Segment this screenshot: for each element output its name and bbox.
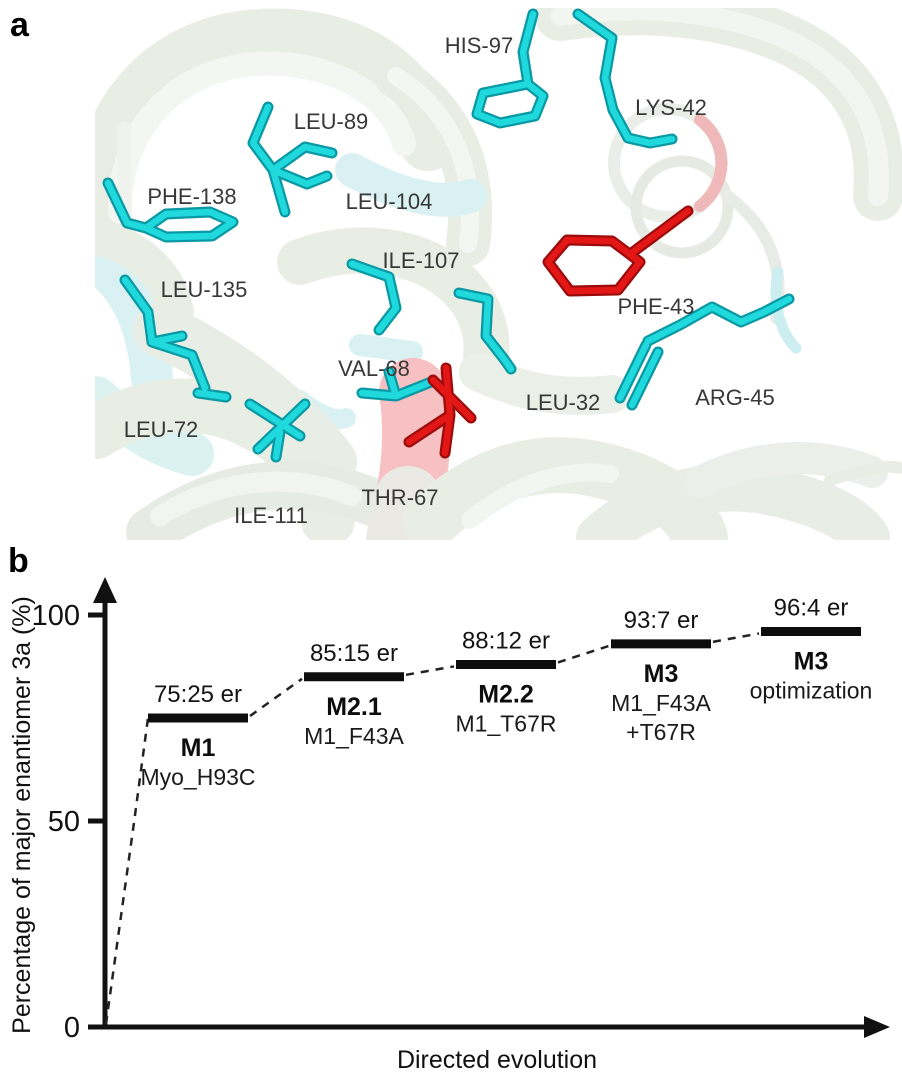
residue-label-lys42: LYS-42	[635, 95, 707, 120]
y-tick-label: 100	[32, 600, 80, 632]
residue-label-ile107: ILE-107	[382, 248, 459, 273]
panel-a-structure: HIS-97 LYS-42 LEU-89 PHE-138 LEU-104 ILE…	[95, 8, 902, 540]
residue-label-phe43: PHE-43	[617, 294, 694, 319]
y-axis-arrow-icon	[93, 577, 117, 603]
dashed-connector	[249, 677, 303, 718]
residue-labels: HIS-97 LYS-42 LEU-89 PHE-138 LEU-104 ILE…	[124, 33, 775, 528]
er-label: 93:7 er	[624, 607, 699, 634]
variant-label: M1_F43A	[611, 690, 711, 716]
er-label: 96:4 er	[774, 594, 849, 621]
residue-label-phe138: PHE-138	[147, 184, 236, 209]
residue-sticks-ile107	[352, 264, 396, 330]
residue-label-leu104: LEU-104	[346, 189, 433, 214]
dashed-connector	[405, 665, 455, 677]
x-axis-arrow-icon	[864, 1016, 890, 1038]
x-axis-title: Directed evolution	[397, 1046, 597, 1074]
variant-label: +T67R	[626, 719, 696, 745]
residue-label-arg45: ARG-45	[695, 385, 774, 410]
residue-label-val68: VAL-68	[338, 356, 410, 381]
step-name: M1	[181, 734, 216, 762]
variant-label: Myo_H93C	[140, 764, 255, 790]
residue-sticks-his97	[477, 14, 543, 123]
panel-a-tag: a	[10, 6, 29, 44]
dashed-rise	[104, 717, 150, 1025]
step-name: M2.1	[326, 693, 382, 721]
y-tick-label: 0	[64, 1012, 80, 1044]
y-tick-label: 50	[48, 806, 80, 838]
er-label: 75:25 er	[154, 681, 242, 708]
variant-label: M1_F43A	[304, 723, 404, 749]
dashed-connector	[557, 644, 610, 664]
dashed-connector	[712, 632, 760, 644]
residue-label-leu89: LEU-89	[294, 109, 369, 134]
er-label: 88:12 er	[462, 627, 550, 654]
residue-label-ile111: ILE-111	[234, 503, 308, 528]
y-axis-title: Percentage of major enantiomer 3a (%)	[8, 596, 36, 1034]
step-name: M3	[794, 647, 829, 675]
panel-b-chart: 0 50 100 Directed evolution Percentage of ma…	[8, 577, 890, 1074]
panel-b-tag: b	[8, 542, 29, 580]
variant-label: M1_T67R	[456, 710, 557, 736]
residue-label-thr67: THR-67	[361, 485, 438, 510]
variant-label: optimization	[750, 677, 873, 703]
residue-label-his97: HIS-97	[445, 33, 513, 58]
residue-label-leu72: LEU-72	[124, 417, 199, 442]
step-name: M3	[644, 660, 679, 688]
residue-label-leu32: LEU-32	[526, 390, 601, 415]
er-label: 85:15 er	[310, 640, 398, 667]
step-name: M2.2	[478, 680, 534, 708]
residue-label-leu135: LEU-135	[161, 277, 248, 302]
